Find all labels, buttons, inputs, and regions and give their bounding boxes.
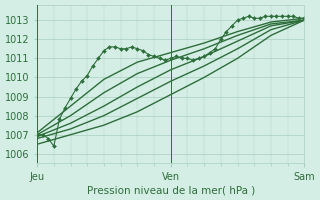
X-axis label: Pression niveau de la mer( hPa ): Pression niveau de la mer( hPa ) — [87, 185, 255, 195]
